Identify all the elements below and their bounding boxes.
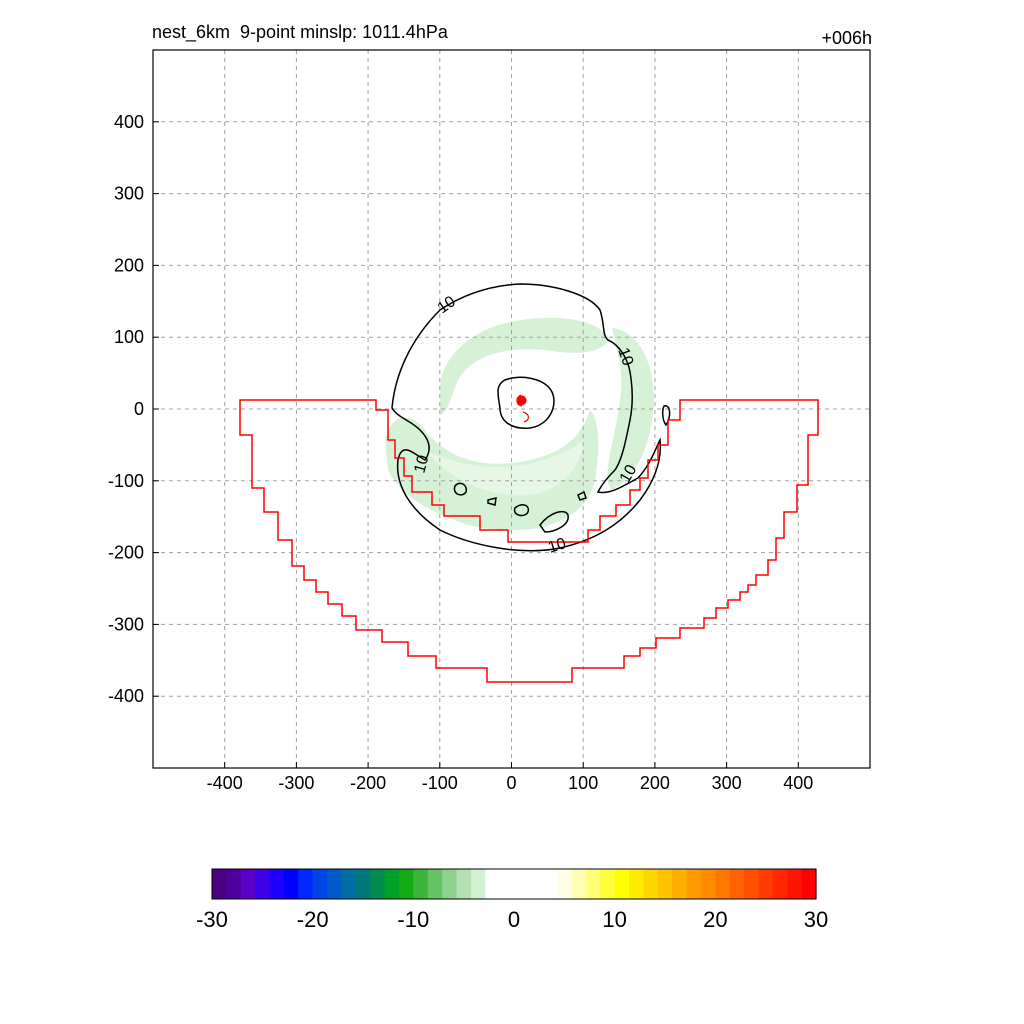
y-axis: 400 300 200 100 0 -100 -200 -300 -400 bbox=[108, 112, 159, 706]
colorbar-swatch bbox=[413, 869, 429, 899]
colorbar-swatch bbox=[729, 869, 745, 899]
x-tick-label: 100 bbox=[568, 773, 598, 793]
x-tick-label: 200 bbox=[640, 773, 670, 793]
colorbar-tick-label: 0 bbox=[508, 907, 520, 932]
shaded-region-east bbox=[607, 328, 654, 490]
plot-title: nest_6km 9-point minslp: 1011.4hPa bbox=[152, 22, 448, 42]
colorbar-swatch bbox=[355, 869, 371, 899]
x-axis: -400 -300 -200 -100 0 100 200 300 400 bbox=[207, 762, 813, 793]
contour-label: 10 bbox=[411, 453, 432, 475]
colorbar-swatch bbox=[715, 869, 731, 899]
contours bbox=[391, 283, 671, 552]
colorbar-swatch bbox=[787, 869, 803, 899]
contour-small-2 bbox=[487, 497, 497, 506]
colorbar-swatch bbox=[269, 869, 285, 899]
lead-time-label: +006h bbox=[821, 28, 872, 48]
x-tick-label: -200 bbox=[350, 773, 386, 793]
x-tick-label: 300 bbox=[712, 773, 742, 793]
colorbar-swatch bbox=[398, 869, 414, 899]
colorbar-swatch bbox=[499, 869, 515, 899]
domain-boundary bbox=[239, 399, 819, 683]
colorbar-swatch bbox=[542, 869, 558, 899]
shaded-field bbox=[385, 317, 654, 530]
colorbar-swatch bbox=[283, 869, 299, 899]
colorbar-tick-label: 30 bbox=[804, 907, 828, 932]
colorbar-swatch bbox=[514, 869, 529, 899]
colorbar-tick-label: -30 bbox=[196, 907, 228, 932]
colorbar-swatch bbox=[298, 869, 314, 899]
colorbar-swatch bbox=[370, 869, 386, 899]
colorbar-swatch bbox=[643, 869, 659, 899]
colorbar-tick-label: 10 bbox=[602, 907, 626, 932]
contour-small-5 bbox=[577, 490, 587, 501]
colorbar-swatch bbox=[212, 869, 227, 899]
contour-small-6 bbox=[661, 405, 671, 427]
colorbar-swatch bbox=[442, 869, 458, 899]
colorbar-swatch bbox=[657, 869, 673, 899]
colorbar-swatch bbox=[686, 869, 702, 899]
x-tick-label: 400 bbox=[783, 773, 813, 793]
contour-label: 10 bbox=[614, 346, 636, 369]
colorbar-swatch bbox=[585, 869, 601, 899]
y-tick-label: 100 bbox=[114, 327, 144, 347]
colorbar-swatch bbox=[312, 869, 328, 899]
y-tick-label: 200 bbox=[114, 255, 144, 275]
y-tick-label: 400 bbox=[114, 112, 144, 132]
colorbar-swatch bbox=[629, 869, 645, 899]
colorbar-swatch bbox=[255, 869, 271, 899]
y-tick-label: 300 bbox=[114, 184, 144, 204]
y-tick-label: -300 bbox=[108, 614, 144, 634]
colorbar-swatch bbox=[700, 869, 716, 899]
contour-small-1 bbox=[453, 482, 468, 496]
contour-small-4 bbox=[539, 510, 569, 533]
x-tick-label: -100 bbox=[422, 773, 458, 793]
colorbar: -30 -20 -10 0 10 20 30 bbox=[196, 868, 828, 932]
colorbar-tick-label: -20 bbox=[297, 907, 329, 932]
y-tick-label: -400 bbox=[108, 686, 144, 706]
colorbar-swatch bbox=[600, 869, 616, 899]
contour-outer bbox=[391, 283, 662, 552]
colorbar-swatch bbox=[614, 869, 630, 899]
colorbar-swatch bbox=[528, 869, 544, 899]
colorbar-frame bbox=[211, 868, 817, 900]
colorbar-swatch bbox=[801, 869, 817, 899]
colorbar-swatch bbox=[456, 869, 472, 899]
colorbar-swatch bbox=[557, 869, 573, 899]
colorbar-swatch bbox=[485, 869, 501, 899]
y-tick-label: -100 bbox=[108, 471, 144, 491]
x-tick-label: -400 bbox=[207, 773, 243, 793]
contour-center bbox=[497, 376, 555, 429]
hurricane-symbol-icon bbox=[516, 394, 529, 423]
y-tick-label: 0 bbox=[134, 399, 144, 419]
colorbar-swatch bbox=[672, 869, 688, 899]
colorbar-swatch bbox=[758, 869, 774, 899]
colorbar-swatch bbox=[327, 869, 343, 899]
contour-label: 10 bbox=[617, 462, 641, 486]
colorbar-swatch bbox=[384, 869, 400, 899]
grid bbox=[153, 50, 870, 768]
colorbar-swatch bbox=[571, 869, 587, 899]
shaded-region-ring bbox=[439, 317, 610, 415]
colorbar-swatch bbox=[341, 869, 357, 899]
shaded-region-inner bbox=[425, 440, 585, 496]
x-tick-label: 0 bbox=[506, 773, 516, 793]
x-tick-label: -300 bbox=[278, 773, 314, 793]
contour-small-3 bbox=[513, 504, 530, 517]
y-tick-label: -200 bbox=[108, 543, 144, 563]
colorbar-tick-label: -10 bbox=[397, 907, 429, 932]
colorbar-swatch bbox=[240, 869, 256, 899]
colorbar-swatch bbox=[226, 869, 242, 899]
contour-label: 10 bbox=[435, 293, 459, 317]
storm-center bbox=[516, 394, 529, 423]
colorbar-swatch bbox=[470, 869, 486, 899]
colorbar-tick-label: 20 bbox=[703, 907, 727, 932]
colorbar-swatch bbox=[772, 869, 788, 899]
contour-label: 10 bbox=[546, 535, 568, 557]
colorbar-swatch bbox=[427, 869, 443, 899]
colorbar-swatch bbox=[744, 869, 760, 899]
storm-center-marker bbox=[516, 395, 527, 406]
